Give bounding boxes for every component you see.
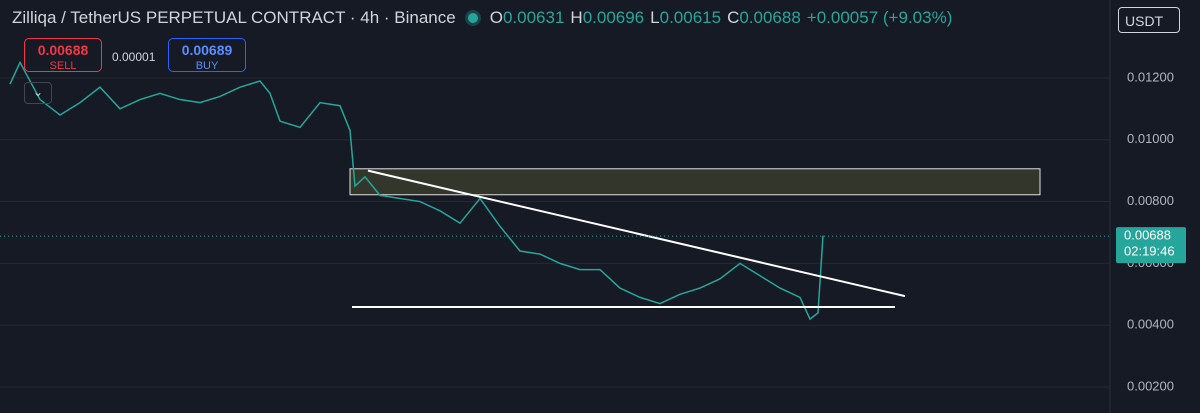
ohlc-key: C	[727, 8, 740, 27]
ohlc: O0.00631 H0.00696 L0.00615 C0.00688	[490, 8, 801, 28]
y-tick-label: 0.00400	[1127, 317, 1174, 332]
last-price-label: 0.00688	[1124, 228, 1171, 243]
y-tick-label: 0.01000	[1127, 131, 1174, 146]
status-dot	[467, 13, 478, 23]
collapse-button[interactable]: ⌄	[24, 82, 52, 104]
ohlc-value: 0.00688	[739, 8, 801, 27]
y-tick-label: 0.00800	[1127, 193, 1174, 208]
last-price-tag	[1116, 227, 1186, 264]
ohlc-value: 0.00615	[659, 8, 722, 27]
currency-select[interactable]: USDT	[1118, 7, 1180, 33]
symbol: Zilliqa / TetherUS PERPETUAL CONTRACT · …	[12, 8, 456, 27]
y-tick-label: 0.00200	[1127, 378, 1174, 393]
sell-label: SELL	[49, 60, 77, 72]
ohlc-key: H	[570, 8, 583, 27]
ohlc-value: 0.00631	[502, 8, 565, 27]
countdown: 02:19:46	[1124, 244, 1175, 259]
ohlc-key: L	[650, 8, 660, 27]
spread: 0.00001	[112, 50, 156, 64]
change: +0.00057 (+9.03%)	[806, 8, 953, 27]
zone	[349, 168, 1041, 196]
buy-price: 0.00689	[181, 42, 233, 58]
buy-button[interactable]: 0.00689 BUY	[168, 38, 246, 72]
sell-button[interactable]: 0.00688 SELL	[24, 38, 102, 72]
ohlc-value: 0.00696	[582, 8, 645, 27]
sell-price: 0.00688	[37, 42, 89, 58]
ohlc-key: O	[489, 8, 503, 27]
price-axis	[1110, 0, 1200, 413]
y-tick-label: 0.01200	[1127, 69, 1174, 84]
header: Zilliqa / TetherUS PERPETUAL CONTRACT · …	[12, 8, 952, 28]
buy-label: BUY	[195, 60, 219, 72]
price-line	[9, 60, 824, 321]
trend-line	[367, 169, 906, 298]
